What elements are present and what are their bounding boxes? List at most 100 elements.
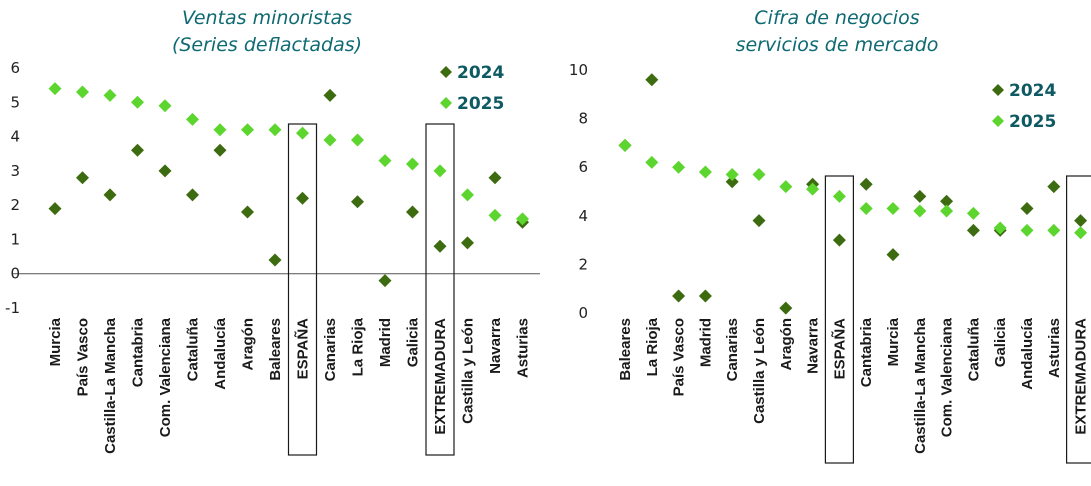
category-label: Andalucía <box>1019 317 1036 389</box>
point-2025 <box>698 165 712 179</box>
point-2025 <box>806 182 820 196</box>
highlight-box <box>824 175 854 464</box>
point-2024 <box>241 205 254 219</box>
point-2025 <box>832 189 846 203</box>
legend-marker-2024 <box>992 84 1004 96</box>
category-label: Cataluña <box>185 317 202 381</box>
point-2025 <box>268 123 282 137</box>
point-2024 <box>296 191 309 205</box>
category-label: Castilla-La Mancha <box>912 317 929 454</box>
y-tick-label: 2 <box>578 255 588 273</box>
category-label: Castilla y León <box>751 318 768 424</box>
point-2025 <box>1047 223 1061 237</box>
point-2025 <box>213 123 227 137</box>
point-2024 <box>268 253 282 267</box>
point-2025 <box>940 204 954 218</box>
point-2025 <box>725 167 739 181</box>
point-2024 <box>433 239 447 253</box>
point-2024 <box>913 189 927 203</box>
point-2024 <box>886 248 900 262</box>
point-2025 <box>76 85 89 99</box>
point-2024 <box>940 194 954 208</box>
category-label: Galicia <box>992 317 1009 367</box>
category-label: Baleares <box>267 318 284 381</box>
point-2025 <box>672 160 686 174</box>
point-2024 <box>672 289 686 303</box>
category-label: EXTREMADURA <box>1073 318 1090 435</box>
chart-title-line: Ventas minoristas <box>182 7 352 29</box>
category-label: Canarias <box>724 318 741 381</box>
category-label: Cantabria <box>130 317 147 387</box>
legend-label-2025: 2025 <box>1009 112 1056 132</box>
point-2024 <box>186 188 199 202</box>
chart-ventas-minoristas: Ventas minoristas (Series deflactadas) -1 0… <box>5 7 540 456</box>
y-tick-label: -1 <box>5 299 20 317</box>
point-2025 <box>241 123 254 137</box>
legend-label-2024: 2024 <box>1009 81 1056 101</box>
point-2025 <box>158 99 172 113</box>
category-label: Asturias <box>515 318 532 378</box>
category-label: Com. Valenciana <box>939 317 956 437</box>
point-2025 <box>516 212 529 226</box>
point-2024 <box>131 143 144 157</box>
chart-title-line: servicios de mercado <box>736 34 939 56</box>
point-2025 <box>859 202 873 216</box>
category-label: Navarra <box>805 317 822 374</box>
point-2025 <box>323 133 337 147</box>
point-2024 <box>323 88 337 102</box>
legend-label-2024: 2024 <box>457 63 504 83</box>
point-2025 <box>488 208 502 222</box>
category-label: EXTREMADURA <box>432 318 449 435</box>
point-2024 <box>378 274 392 288</box>
chart-cifra-negocios: Cifra de negocios servicios de mercado 0 2 4… <box>569 7 1091 464</box>
point-2024 <box>406 205 419 219</box>
point-2024 <box>76 171 89 185</box>
point-2024 <box>725 175 739 189</box>
category-label: La Rioja <box>644 317 661 376</box>
y-tick-label: 6 <box>578 158 588 176</box>
point-2025 <box>913 204 927 218</box>
highlight-box <box>1065 175 1091 464</box>
y-tick-label: 0 <box>10 265 20 283</box>
point-2025 <box>186 112 199 126</box>
category-label: Murcia <box>885 317 902 366</box>
category-label: Castilla y León <box>460 318 477 424</box>
point-2025 <box>48 82 62 96</box>
point-2024 <box>351 195 364 209</box>
point-2025 <box>752 167 766 181</box>
legend-label-2025: 2025 <box>457 94 504 114</box>
point-2024 <box>158 164 172 178</box>
category-label: ESPAÑA <box>294 318 312 380</box>
category-label: Murcia <box>47 317 64 366</box>
y-tick-label: 0 <box>578 304 588 322</box>
point-2024 <box>645 73 659 87</box>
point-2024 <box>752 214 766 228</box>
point-2025 <box>1020 223 1034 237</box>
category-label: País Vasco <box>671 318 688 396</box>
point-2024 <box>859 177 873 191</box>
point-2024 <box>779 301 793 315</box>
chart-title-line: Cifra de negocios <box>754 7 919 29</box>
point-2024 <box>103 188 117 202</box>
category-label: Galicia <box>405 317 422 367</box>
point-2024 <box>461 236 474 250</box>
y-tick-label: 3 <box>10 162 20 180</box>
point-2025 <box>1074 226 1088 240</box>
point-2025 <box>378 154 392 168</box>
point-2025 <box>461 188 474 202</box>
point-2025 <box>103 88 117 102</box>
y-tick-label: 4 <box>10 128 20 146</box>
point-2025 <box>351 133 364 147</box>
point-2025 <box>966 206 980 220</box>
point-2025 <box>993 221 1007 235</box>
legend-marker-2025 <box>440 97 452 109</box>
category-label: Asturias <box>1046 318 1063 378</box>
point-2025 <box>886 202 900 216</box>
category-label: Aragón <box>778 318 795 371</box>
point-2024 <box>1020 202 1034 216</box>
point-2024 <box>48 202 62 216</box>
point-2024 <box>213 143 227 157</box>
y-tick-label: 4 <box>578 207 588 225</box>
legend-marker-2025 <box>992 115 1004 127</box>
point-2024 <box>488 171 502 185</box>
